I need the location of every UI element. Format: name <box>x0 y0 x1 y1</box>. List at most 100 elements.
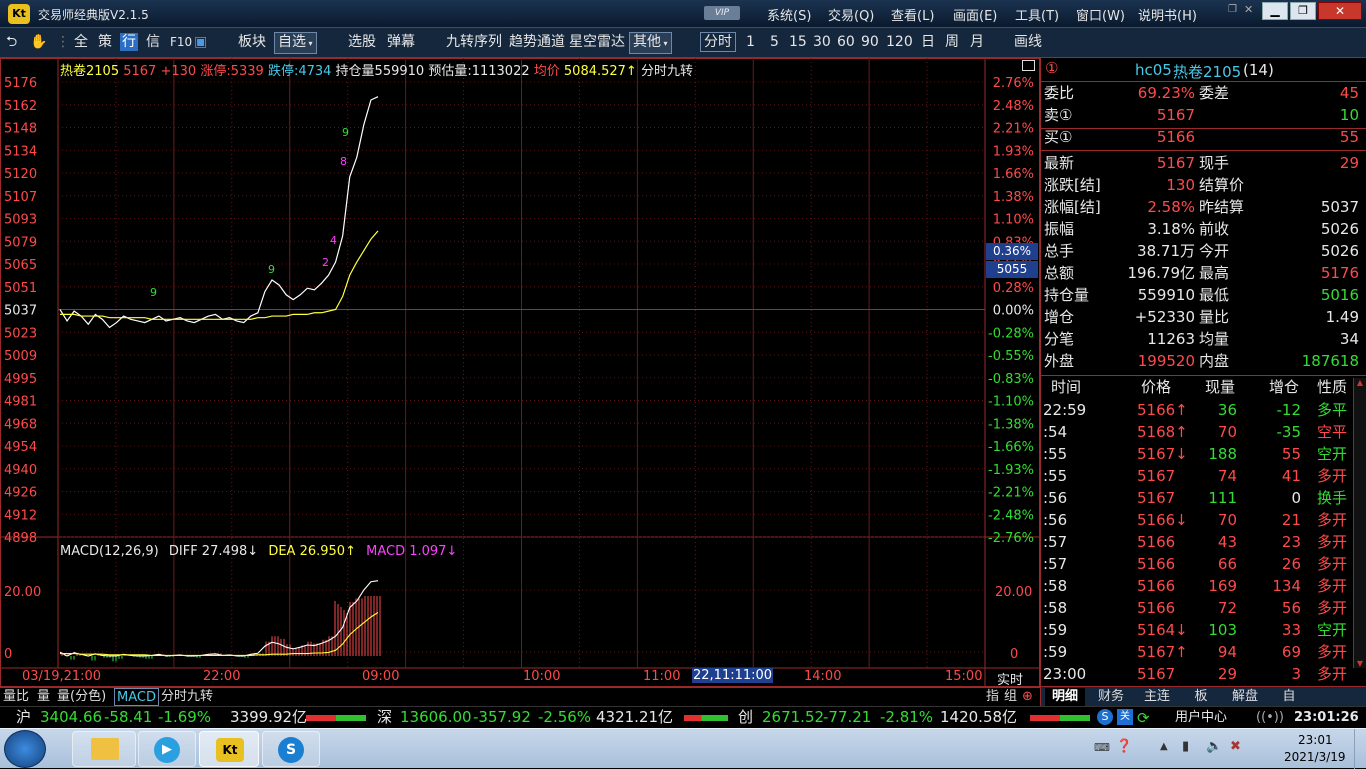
trade-row[interactable]: :56 5166↓ 70 21 多开 <box>1041 509 1353 531</box>
trade-row[interactable]: :55 5167 74 41 多开 <box>1041 465 1353 487</box>
alert-icon[interactable]: ① <box>1045 59 1059 77</box>
chart-canvas[interactable]: 5176 2.76% 5162 2.48% 5148 2.21% 5134 1.93% 5120… <box>0 58 1040 706</box>
tab-main-contract[interactable]: 主连 <box>1143 689 1170 704</box>
tray-expand-icon[interactable]: ▲ <box>1160 741 1168 752</box>
menu-tools[interactable]: 工具(T) <box>1015 9 1060 24</box>
period-week[interactable]: 周 <box>945 34 959 50</box>
multi-window-icon[interactable]: ▣ <box>194 34 208 50</box>
close-button[interactable]: ✕ <box>1318 2 1362 20</box>
chart-settings-icon[interactable] <box>1022 60 1035 71</box>
trade-row[interactable]: 22:59 5166↑ 36 -12 多平 <box>1041 399 1353 421</box>
explorer-icon[interactable] <box>72 731 136 767</box>
separator: ⋮ <box>56 34 70 50</box>
toolbar-stock-pick[interactable]: 选股 <box>348 34 376 50</box>
toolbar-draw-line[interactable]: 画线 <box>1014 34 1042 50</box>
trading-app-taskbar-icon[interactable]: Kt <box>199 731 259 767</box>
toolbar-star-radar[interactable]: 星空雷达 <box>569 34 625 50</box>
toolbar-watchlist-select[interactable]: 自选 ▾ <box>274 32 317 54</box>
trade-row[interactable]: :57 5166 66 26 多开 <box>1041 553 1353 575</box>
toolbar-info[interactable]: 信 <box>146 34 160 50</box>
scroll-up-icon[interactable]: ▲ <box>1356 378 1364 387</box>
toolbar-sector[interactable]: 板块 <box>238 34 266 50</box>
tab-analysis[interactable]: 解盘 <box>1231 689 1258 704</box>
tab-macd[interactable]: MACD <box>114 688 159 706</box>
period-60m[interactable]: 60 <box>837 34 855 50</box>
trade-row[interactable]: :59 5164↓ 103 33 空开 <box>1041 619 1353 641</box>
toolbar-quote[interactable]: 行 <box>120 33 138 51</box>
user-center-link[interactable]: 用户中心 <box>1175 710 1228 725</box>
menu-screen[interactable]: 画面(E) <box>953 9 998 24</box>
refresh-icon[interactable]: ⟳ <box>1137 709 1150 727</box>
minimize-button[interactable]: ▁ <box>1262 2 1288 20</box>
period-day[interactable]: 日 <box>921 34 935 50</box>
hand-icon[interactable]: ✋ <box>30 34 48 50</box>
start-button[interactable] <box>4 730 46 768</box>
menu-help[interactable]: 说明书(H) <box>1138 9 1197 24</box>
scroll-down-icon[interactable]: ▼ <box>1356 659 1364 668</box>
tab-index[interactable]: 指 <box>986 689 1000 704</box>
toolbar-trend-channel[interactable]: 趋势通道 <box>509 34 565 50</box>
col-time: 时间 <box>1051 378 1082 396</box>
tab-sector[interactable]: 板 <box>1194 689 1208 704</box>
menu-window[interactable]: 窗口(W) <box>1076 9 1125 24</box>
time-label-2100: 03/19,21:00 <box>22 669 102 684</box>
tab-finance[interactable]: 财务 <box>1097 689 1124 704</box>
period-1m[interactable]: 1 <box>746 34 755 50</box>
add-icon[interactable]: ⊕ <box>1022 689 1033 704</box>
trade-row[interactable]: :57 5166 43 23 多开 <box>1041 531 1353 553</box>
trade-row[interactable]: :55 5167↓ 188 55 空开 <box>1041 443 1353 465</box>
taskbar-date[interactable]: 2021/3/19 <box>1284 750 1346 764</box>
menu-trade[interactable]: 交易(Q) <box>828 9 875 24</box>
trade-row[interactable]: :54 5168↑ 70 -35 空平 <box>1041 421 1353 443</box>
media-player-icon[interactable]: ▶ <box>138 731 196 767</box>
trade-row[interactable]: :59 5167↑ 94 69 多开 <box>1041 641 1353 663</box>
tray-keyboard-icon[interactable]: ⌨ <box>1094 741 1110 754</box>
toolbar-all[interactable]: 全 <box>74 34 88 50</box>
back-icon[interactable]: ⮌ <box>6 34 18 50</box>
taskbar-time[interactable]: 23:01 <box>1298 733 1333 747</box>
period-month[interactable]: 月 <box>970 34 984 50</box>
trade-row[interactable]: :56 5167 111 0 换手 <box>1041 487 1353 509</box>
tab-custom[interactable]: 自 <box>1282 689 1296 704</box>
period-90m[interactable]: 90 <box>861 34 879 50</box>
maximize-button[interactable]: ❐ <box>1290 2 1316 20</box>
toolbar-strategy[interactable]: 策 <box>98 34 112 50</box>
period-120m[interactable]: 120 <box>886 34 913 50</box>
show-desktop-button[interactable] <box>1354 729 1366 769</box>
cursor-price-readout: 5055 <box>986 261 1038 278</box>
vip-badge[interactable]: VIP <box>704 6 740 20</box>
trade-row[interactable]: 23:00 5167 29 3 多开 <box>1041 663 1353 685</box>
trade-row[interactable]: :58 5166 169 134 多开 <box>1041 575 1353 597</box>
trade-price: 5167↑ <box>1137 643 1188 661</box>
tab-nine-turn[interactable]: 分时九转 <box>161 689 214 704</box>
trade-row[interactable]: :58 5166 72 56 多开 <box>1041 597 1353 619</box>
intraday-chart[interactable]: 5176 2.76% 5162 2.48% 5148 2.21% 5134 1.93% 5120… <box>0 58 1040 706</box>
tab-volume[interactable]: 量 <box>37 689 51 704</box>
tray-device-icon[interactable]: ▮ <box>1182 739 1190 754</box>
toolbar-other-select[interactable]: 其他 ▾ <box>629 32 672 54</box>
s-icon[interactable]: S <box>1097 709 1113 725</box>
tab-detail[interactable]: 明细 <box>1045 688 1085 706</box>
toolbar-f10[interactable]: F10 <box>170 35 193 49</box>
period-15m[interactable]: 15 <box>789 34 807 50</box>
menu-view[interactable]: 查看(L) <box>891 9 935 24</box>
trade-nature: 空平 <box>1317 423 1348 441</box>
tab-group[interactable]: 组 <box>1004 689 1018 704</box>
tray-network-icon[interactable]: ✖ <box>1230 739 1241 754</box>
period-5m[interactable]: 5 <box>770 34 779 50</box>
toolbar-danmaku[interactable]: 弹幕 <box>387 34 415 50</box>
close-small-icon[interactable]: ✕ <box>1244 3 1254 16</box>
browser-taskbar-icon[interactable]: S <box>262 731 320 767</box>
toolbar-intraday[interactable]: 分时 <box>700 32 736 52</box>
news-icon[interactable]: 关 <box>1117 709 1133 725</box>
tab-volume-ratio[interactable]: 量比 <box>3 689 30 704</box>
tray-volume-icon[interactable]: 🔈 <box>1206 739 1223 754</box>
tab-volume-color[interactable]: 量(分色) <box>57 689 107 704</box>
menu-system[interactable]: 系统(S) <box>767 9 812 24</box>
tray-help-icon[interactable]: ❓ <box>1116 739 1133 754</box>
restore-small-icon[interactable]: ❐ <box>1228 4 1237 15</box>
period-30m[interactable]: 30 <box>813 34 831 50</box>
toolbar-nine-turn[interactable]: 九转序列 <box>446 34 502 50</box>
trade-scrollbar[interactable]: ▲ ▼ <box>1353 378 1366 668</box>
realtime-mode[interactable]: 实时 <box>997 673 1024 688</box>
